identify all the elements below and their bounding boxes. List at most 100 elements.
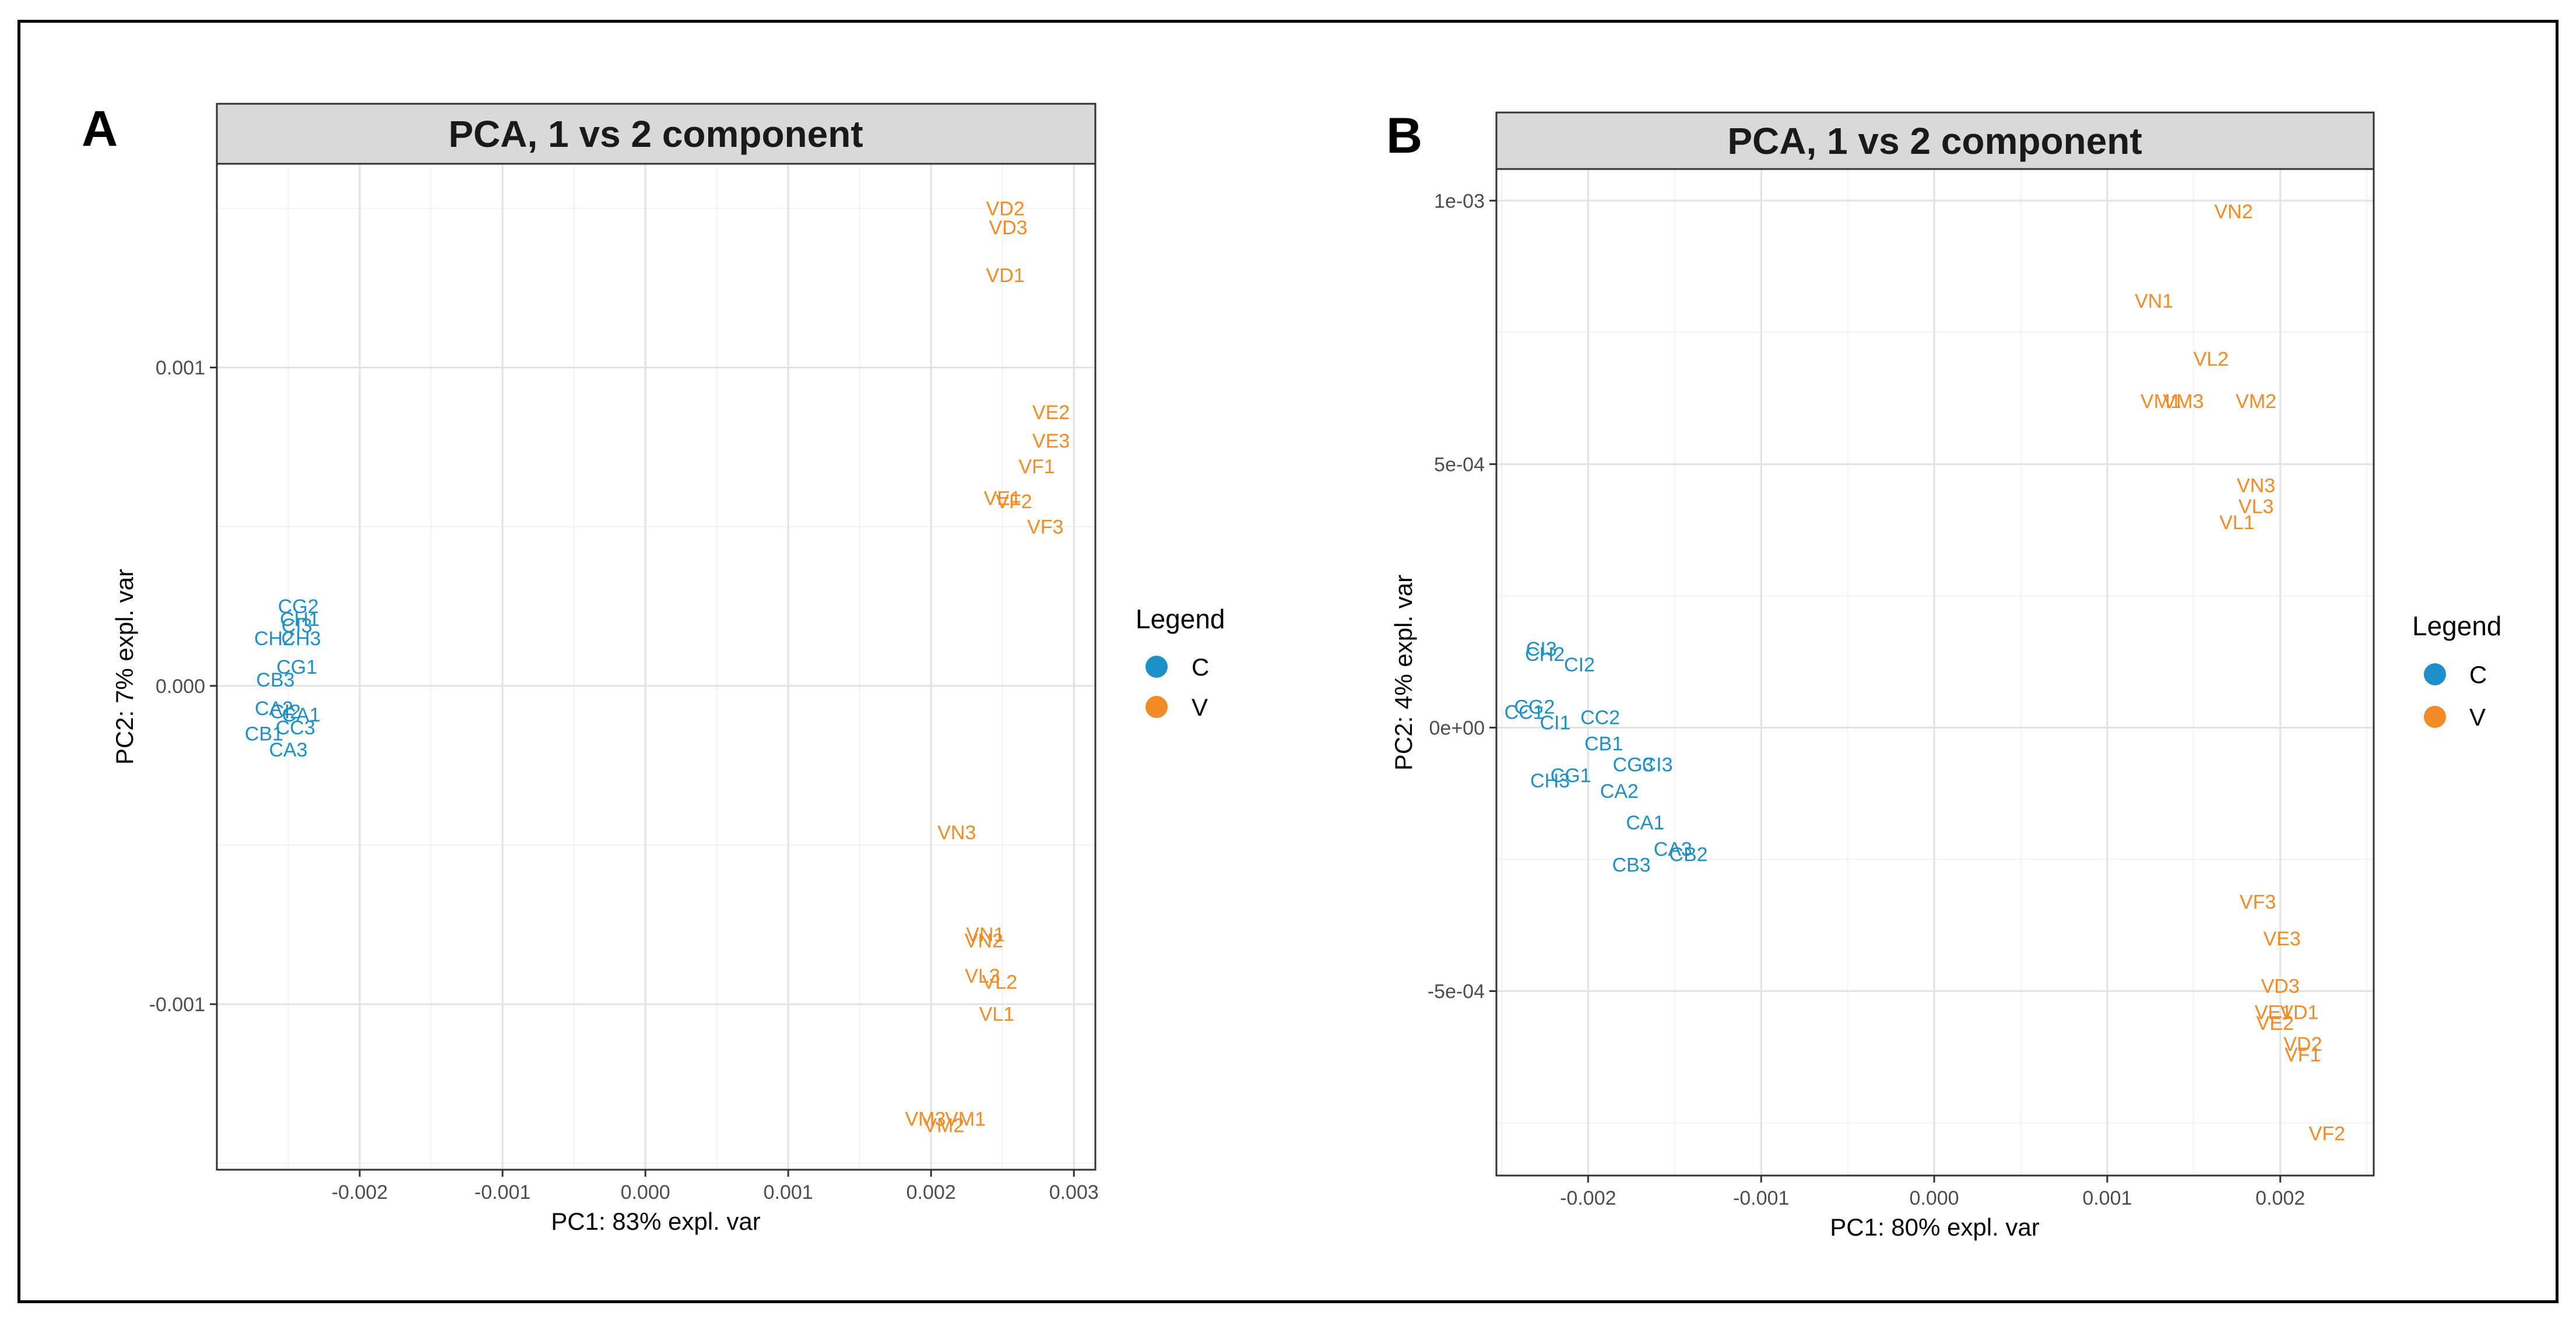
panel-a-point-vn3-9: VN3 bbox=[937, 822, 976, 844]
panel-b-point-ve2-31: VE2 bbox=[2257, 1012, 2294, 1035]
panel-a-legend-key-v bbox=[1145, 696, 1168, 718]
panel-b-point-vl3-7: VL3 bbox=[2238, 496, 2274, 518]
panel-b-x-tick-label-0: -0.002 bbox=[1560, 1187, 1616, 1209]
panel-b-point-vn3-6: VN3 bbox=[2237, 475, 2275, 497]
panel-b-x-tick-label-4: 0.002 bbox=[2255, 1187, 2305, 1209]
figure-frame bbox=[17, 20, 2559, 1303]
panel-b-x-tick-label-3: 0.001 bbox=[2082, 1187, 2132, 1209]
panel-a-x-axis: -0.002 -0.001 0.000 0.001 0.002 0.003 bbox=[332, 1170, 1099, 1204]
panel-b-point-vf1-33: VF1 bbox=[2285, 1044, 2321, 1066]
panel-b-legend-label-c: C bbox=[2469, 661, 2487, 688]
panel-a-legend-label-c: C bbox=[1192, 653, 1209, 681]
panel-a-x-tick-label-5: 0.003 bbox=[1049, 1181, 1099, 1204]
panel-a-x-tick-label-1: -0.001 bbox=[475, 1181, 530, 1204]
panel-b-y-axis: -5e-04 0e+00 5e-04 1e-03 bbox=[1428, 190, 1496, 1003]
panel-a-x-tick-label-2: 0.000 bbox=[621, 1181, 670, 1204]
panel-b-point-vf2-34: VF2 bbox=[2309, 1123, 2345, 1145]
panel-letter-b: B bbox=[1386, 108, 1422, 164]
panel-b-point-ca2-21: CA2 bbox=[1600, 780, 1639, 803]
panel-b-x-axis-title: PC1: 80% expl. var bbox=[1830, 1213, 2040, 1241]
panel-a-y-tick-label-1: 0.000 bbox=[156, 675, 205, 698]
panel-b-point-ci3-18: CI3 bbox=[1642, 754, 1673, 776]
panel-b-point-cb3-25: CB3 bbox=[1612, 854, 1650, 877]
panel-b-legend-key-v bbox=[2424, 706, 2446, 728]
panel-b-point-vm3-4: VM3 bbox=[2163, 390, 2204, 413]
panel-a-point-vd3-1: VD3 bbox=[989, 217, 1027, 239]
panel-b-y-tick-label-2: 5e-04 bbox=[1434, 453, 1485, 476]
panel-b-legend: Legend C V bbox=[2412, 611, 2502, 731]
panel-b-point-cb2-24: CB2 bbox=[1669, 843, 1707, 865]
panel-b-y-tick-label-1: 0e+00 bbox=[1429, 717, 1485, 739]
panel-a-point-vd2-0: VD2 bbox=[986, 198, 1025, 220]
panel-a-point-ch2-21: CH2 bbox=[254, 628, 294, 650]
panel-b-y-tick-label-0: -5e-04 bbox=[1428, 981, 1485, 1003]
panel-b-point-vl2-2: VL2 bbox=[2194, 349, 2229, 371]
panel-a-point-cb1-29: CB1 bbox=[245, 723, 283, 745]
panel-a-x-axis-title: PC1: 83% expl. var bbox=[551, 1208, 761, 1235]
panel-a-point-vm1-16: VM1 bbox=[945, 1109, 986, 1131]
panel-b-point-cg3-17: CG3 bbox=[1613, 754, 1654, 776]
panel-b-point-ve3-27: VE3 bbox=[2264, 928, 2301, 950]
panel-b-point-ca3-23: CA3 bbox=[1654, 838, 1692, 860]
panel-a-point-ca2-25: CA2 bbox=[255, 698, 293, 720]
panel-a-point-vl3-12: VL3 bbox=[965, 965, 1000, 987]
panel-b-point-ch2-10: CH2 bbox=[1525, 643, 1565, 666]
panel-a-point-vm2-17: VM2 bbox=[923, 1115, 964, 1137]
panel-b-point-ch3-20: CH3 bbox=[1530, 770, 1570, 792]
panel-a-y-tick-label-2: 0.001 bbox=[156, 357, 205, 379]
panel-b-point-ve1-29: VE1 bbox=[2255, 1002, 2292, 1024]
panel-a-point-ch3-22: CH3 bbox=[282, 628, 321, 650]
panel-a-y-axis-title: PC2: 7% expl. var bbox=[111, 569, 138, 765]
panel-a-legend: Legend C V bbox=[1136, 604, 1225, 721]
panel-b-point-cc2-15: CC2 bbox=[1580, 706, 1620, 729]
panel-a-point-ve3-4: VE3 bbox=[1032, 430, 1070, 452]
panel-b-point-vm2-5: VM2 bbox=[2236, 390, 2276, 413]
panel-a-point-vf3-8: VF3 bbox=[1027, 516, 1063, 539]
panel-a-x-tick-label-4: 0.002 bbox=[906, 1181, 956, 1204]
panel-a-points: VD2VD3VD1VE2VE3VF1VE1VF2VF3VN3VN1VN2VL3V… bbox=[245, 198, 1070, 1136]
panel-b-point-ci1-14: CI1 bbox=[1540, 712, 1570, 734]
panel-a-y-axis: -0.001 0.000 0.001 bbox=[149, 357, 217, 1016]
panel-b-x-tick-label-1: -0.001 bbox=[1733, 1187, 1789, 1209]
panel-b-y-axis-title: PC2: 4% expl. var bbox=[1390, 575, 1417, 770]
panel-b-point-vd1-30: VD1 bbox=[2280, 1002, 2318, 1024]
panel-a-point-ve2-3: VE2 bbox=[1032, 402, 1070, 424]
panel-b-point-vn2-0: VN2 bbox=[2214, 200, 2252, 223]
panel-a-point-vf2-7: VF2 bbox=[996, 491, 1032, 513]
panel-b-x-axis: -0.002 -0.001 0.000 0.001 0.002 bbox=[1560, 1176, 2305, 1209]
panel-a-point-cb3-24: CB3 bbox=[256, 669, 294, 691]
panel-b-legend-label-v: V bbox=[2469, 703, 2486, 731]
panel-b-point-vd2-32: VD2 bbox=[2283, 1033, 2322, 1055]
panel-a-point-cc3-28: CC3 bbox=[276, 717, 315, 739]
panel-b-point-vd3-28: VD3 bbox=[2261, 975, 2300, 997]
panel-a-point-vm3-15: VM3 bbox=[905, 1109, 946, 1131]
panel-a: A PCA, 1 vs 2 component -0.002 -0.001 0.00… bbox=[82, 101, 1225, 1235]
panel-a-point-vf1-5: VF1 bbox=[1018, 456, 1055, 478]
panel-a-point-vl1-14: VL1 bbox=[979, 1003, 1015, 1025]
panel-a-point-ca1-27: CA1 bbox=[282, 704, 321, 726]
panel-b-point-vm1-3: VM1 bbox=[2141, 390, 2181, 413]
panel-b-point-vl1-8: VL1 bbox=[2219, 512, 2255, 534]
panel-a-point-ci3-20: CI3 bbox=[282, 615, 312, 637]
panel-b-point-vn1-1: VN1 bbox=[2135, 290, 2173, 312]
panel-b-legend-title: Legend bbox=[2412, 611, 2502, 641]
panel-a-x-tick-label-3: 0.001 bbox=[764, 1181, 813, 1204]
panel-a-legend-key-c bbox=[1145, 656, 1168, 678]
panel-a-point-cg2-18: CG2 bbox=[278, 596, 319, 618]
panel-a-legend-label-v: V bbox=[1192, 694, 1208, 721]
panel-b: B PCA, 1 vs 2 component -0.002 -0.001 0.00… bbox=[1386, 108, 2502, 1241]
panel-a-point-ch1-19: CH1 bbox=[280, 608, 319, 631]
panel-a-grid bbox=[217, 164, 1095, 1170]
panel-b-y-tick-label-3: 1e-03 bbox=[1434, 190, 1485, 212]
panel-a-legend-title: Legend bbox=[1136, 604, 1225, 634]
panel-a-point-ci2-26: CI2 bbox=[270, 701, 301, 723]
panel-b-grid bbox=[1496, 169, 2374, 1176]
panel-b-legend-key-c bbox=[2424, 663, 2446, 685]
panel-b-point-ci2-11: CI2 bbox=[1564, 654, 1595, 676]
panel-b-point-ci3-9: CI3 bbox=[1526, 638, 1557, 660]
panel-b-point-vf3-26: VF3 bbox=[2240, 891, 2276, 913]
panel-b-point-ca1-22: CA1 bbox=[1626, 812, 1664, 834]
panel-a-point-ve1-6: VE1 bbox=[984, 488, 1021, 510]
panel-letter-a: A bbox=[82, 101, 118, 157]
